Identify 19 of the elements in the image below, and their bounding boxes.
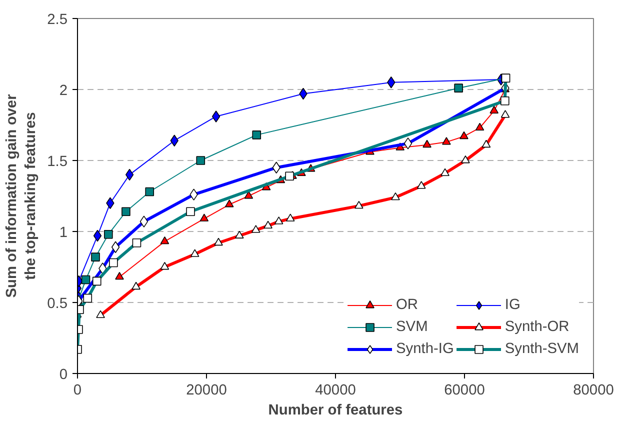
y-tick-label: 1.5	[47, 154, 68, 170]
x-axis-title: Number of features	[268, 402, 403, 418]
y-axis-title: Sum of information gain over the top-ranking features	[4, 94, 40, 298]
x-tick-label: 40000	[315, 382, 356, 398]
x-tick-label: 0	[73, 382, 82, 398]
y-tick-label: 0	[59, 367, 68, 383]
legend-label: SVM	[396, 319, 428, 335]
x-tick-label: 60000	[444, 382, 485, 398]
y-tick-label: 2	[59, 83, 68, 99]
y-tick-label: 2.5	[47, 12, 68, 28]
legend-label: IG	[504, 297, 522, 313]
y-tick-label: 0.5	[47, 296, 68, 312]
x-tick-label: 80000	[573, 382, 614, 398]
legend-label: OR	[396, 297, 418, 313]
x-tick-label: 20000	[186, 382, 227, 398]
legend-label: Synth-OR	[504, 319, 570, 335]
legend-label: Synth-IG	[396, 341, 454, 357]
y-tick-label: 1	[59, 225, 68, 241]
legend-label: Synth-SVM	[504, 341, 579, 357]
